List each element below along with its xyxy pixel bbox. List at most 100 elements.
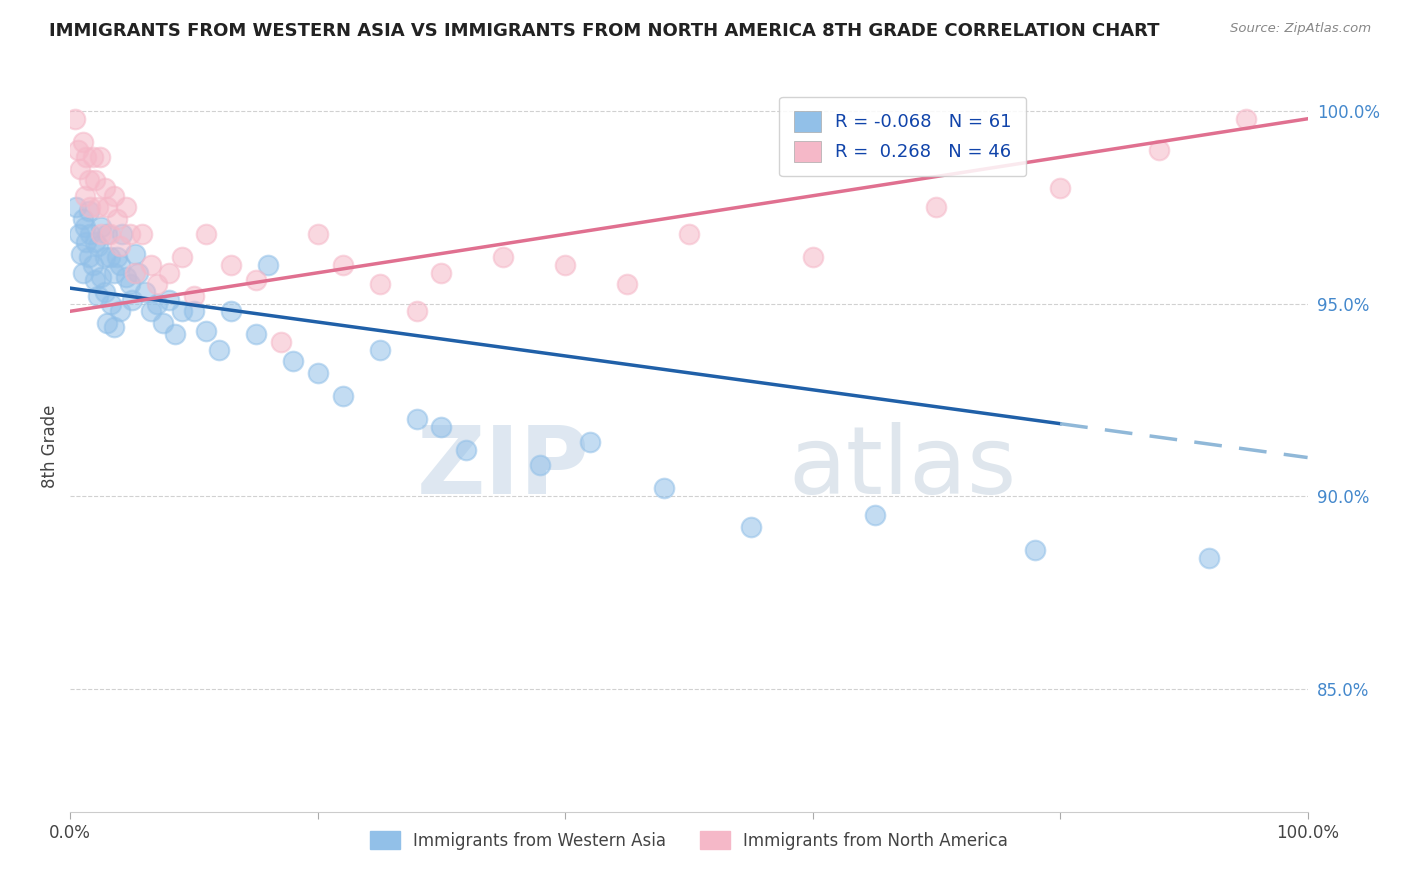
Point [82, 150, 104, 164]
Point [75, 188, 97, 202]
Point [118, 277, 141, 292]
Point [86, 289, 108, 303]
Point [195, 324, 218, 338]
Point [863, 508, 886, 523]
Point [165, 327, 187, 342]
Point [307, 366, 329, 380]
Point [1024, 543, 1046, 558]
Point [332, 258, 354, 272]
Point [103, 188, 125, 202]
Point [103, 266, 125, 280]
Point [281, 354, 304, 368]
Point [554, 258, 576, 272]
Point [86, 239, 108, 253]
Point [208, 343, 231, 357]
Point [368, 343, 391, 357]
Point [121, 293, 143, 307]
Point [170, 304, 193, 318]
Point [77, 204, 100, 219]
Text: atlas: atlas [787, 422, 1017, 514]
Point [219, 258, 242, 272]
Point [183, 289, 205, 303]
Point [100, 296, 122, 310]
Point [84, 173, 107, 187]
Point [270, 334, 292, 349]
Point [134, 285, 156, 299]
Point [368, 277, 391, 292]
Point [86, 200, 108, 214]
Point [245, 327, 267, 342]
Point [405, 412, 427, 426]
Text: ZIP: ZIP [418, 422, 591, 514]
Point [65, 200, 87, 214]
Point [94, 285, 117, 299]
Point [82, 258, 104, 272]
Point [111, 227, 134, 242]
Point [579, 435, 602, 450]
Point [740, 520, 762, 534]
Point [127, 266, 149, 280]
Point [219, 304, 242, 318]
Point [170, 251, 193, 265]
Point [405, 304, 427, 318]
Point [430, 266, 453, 280]
Point [89, 150, 111, 164]
Point [94, 251, 117, 265]
Point [67, 227, 90, 242]
Point [529, 458, 551, 473]
Point [257, 258, 280, 272]
Point [65, 112, 87, 126]
Point [245, 273, 267, 287]
Point [72, 211, 94, 226]
Point [90, 219, 112, 234]
Point [1147, 143, 1170, 157]
Point [430, 419, 453, 434]
Point [139, 258, 162, 272]
Point [66, 143, 89, 157]
Point [492, 251, 515, 265]
Point [90, 227, 112, 242]
Point [118, 227, 141, 242]
Point [79, 200, 101, 214]
Point [1198, 550, 1220, 565]
Point [678, 227, 700, 242]
Legend: Immigrants from Western Asia, Immigrants from North America: Immigrants from Western Asia, Immigrants… [361, 823, 1017, 858]
Point [70, 246, 93, 260]
Point [103, 319, 125, 334]
Point [96, 200, 118, 214]
Point [124, 266, 146, 280]
Point [77, 251, 100, 265]
Point [72, 135, 94, 149]
Point [94, 181, 117, 195]
Point [146, 296, 169, 310]
Point [801, 251, 824, 265]
Point [72, 266, 94, 280]
Point [84, 235, 107, 249]
Point [84, 273, 107, 287]
Y-axis label: 8th Grade: 8th Grade [41, 404, 59, 488]
Point [79, 227, 101, 242]
Point [96, 316, 118, 330]
Point [108, 304, 131, 318]
Point [75, 235, 97, 249]
Point [652, 481, 675, 495]
Point [195, 227, 218, 242]
Point [90, 269, 112, 284]
Point [124, 246, 146, 260]
Point [77, 173, 100, 187]
Point [456, 442, 478, 457]
Point [96, 227, 118, 242]
Point [157, 293, 180, 307]
Point [1234, 112, 1257, 126]
Point [616, 277, 638, 292]
Point [75, 219, 97, 234]
Point [108, 239, 131, 253]
Point [925, 200, 948, 214]
Point [69, 161, 91, 176]
Point [307, 227, 329, 242]
Point [75, 150, 97, 164]
Point [146, 277, 169, 292]
Point [131, 227, 153, 242]
Point [105, 211, 128, 226]
Point [115, 200, 138, 214]
